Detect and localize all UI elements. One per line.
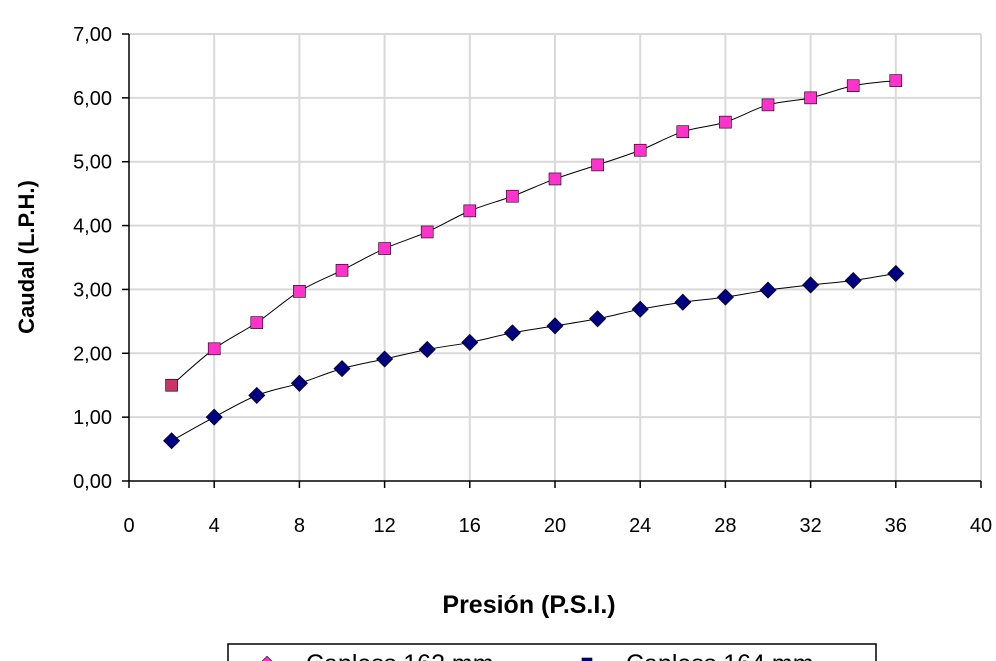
data-point — [503, 324, 521, 342]
y-tick-label: 6,00 — [73, 88, 112, 110]
legend-label: Capless 164 mm — [626, 650, 814, 661]
x-tick-label: 36 — [885, 515, 907, 537]
data-point — [591, 158, 604, 172]
data-point — [846, 79, 860, 93]
data-point — [633, 143, 647, 157]
data-point — [205, 408, 223, 426]
data-point — [889, 74, 903, 87]
y-tick-label: 4,00 — [73, 216, 112, 238]
legend-label: Capless 162 mm — [306, 650, 494, 661]
data-point — [335, 263, 349, 277]
legend: Capless 162 mm Capless 164 mm — [227, 643, 877, 661]
data-point — [719, 115, 732, 129]
x-tick-label: 24 — [629, 515, 651, 537]
data-point — [165, 378, 178, 392]
y-tick-label: 5,00 — [73, 152, 112, 174]
data-point — [844, 271, 862, 290]
y-tick-label: 3,00 — [73, 279, 112, 301]
series-line — [171, 272, 896, 442]
data-point — [420, 225, 434, 239]
data-point — [761, 98, 775, 112]
x-tick-label: 40 — [970, 515, 992, 537]
x-tick-label: 12 — [373, 515, 395, 537]
data-point — [333, 360, 351, 378]
data-point — [546, 317, 564, 335]
series-layer — [163, 74, 905, 450]
y-tick-label: 7,00 — [73, 24, 112, 46]
data-point — [250, 316, 264, 329]
data-point — [716, 288, 734, 306]
data-point — [506, 189, 519, 203]
data-point — [548, 172, 562, 186]
y-tick-label: 0,00 — [73, 471, 112, 493]
series-line — [171, 80, 896, 386]
data-point — [631, 300, 649, 318]
data-point — [676, 125, 690, 139]
axes — [122, 33, 982, 488]
data-point — [290, 374, 308, 392]
data-point — [207, 342, 221, 356]
x-tick-label: 4 — [209, 515, 220, 537]
x-tick-label: 28 — [714, 515, 736, 537]
legend-box — [227, 643, 877, 661]
data-point — [293, 285, 306, 298]
y-tick-label: 2,00 — [73, 343, 112, 365]
data-point — [804, 91, 817, 105]
data-point — [163, 432, 181, 450]
data-point — [248, 386, 266, 404]
x-tick-label: 8 — [294, 515, 305, 537]
y-axis-title: Caudal (L.P.H.) — [14, 180, 39, 334]
legend-item: Capless 164 mm — [581, 650, 814, 661]
data-point — [418, 340, 436, 358]
gridlines — [129, 33, 982, 481]
series-2 — [163, 264, 905, 450]
x-tick-label: 0 — [123, 515, 134, 537]
data-point — [759, 281, 777, 299]
x-tick-labels: 0 4 8 12 16 20 24 28 32 36 40 — [123, 515, 992, 537]
data-point — [378, 242, 391, 255]
x-tick-label: 20 — [544, 515, 566, 537]
series-1 — [165, 74, 903, 392]
y-tick-label: 1,00 — [73, 407, 112, 429]
data-point — [463, 204, 477, 218]
x-tick-label: 32 — [799, 515, 821, 537]
data-point — [887, 264, 905, 282]
data-point — [461, 333, 479, 351]
data-point — [674, 293, 692, 311]
data-point — [589, 310, 607, 328]
data-point — [376, 350, 394, 368]
data-point — [802, 276, 820, 294]
x-tick-label: 16 — [459, 515, 481, 537]
y-tick-labels: 0,00 1,00 2,00 3,00 4,00 5,00 6,00 7,00 — [73, 24, 112, 493]
x-axis-title: Presión (P.S.I.) — [442, 591, 615, 619]
legend-marker — [581, 657, 593, 661]
